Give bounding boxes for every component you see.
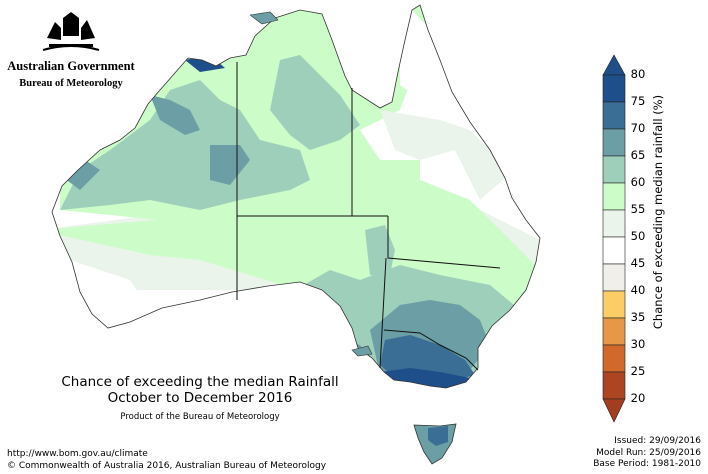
footer-right: Issued: 29/09/2016 Model Run: 25/09/2016… bbox=[593, 436, 701, 471]
colorbar-cell bbox=[602, 263, 626, 292]
colorbar-cell bbox=[602, 290, 626, 319]
state-borders bbox=[236, 62, 501, 371]
coastline bbox=[51, 4, 541, 389]
issued-date: Issued: 29/09/2016 bbox=[614, 436, 701, 446]
model-run-date: Model Run: 25/09/2016 bbox=[596, 447, 701, 458]
colorbar-tick-label: 80 bbox=[630, 67, 646, 81]
title-line1: Chance of exceeding the median Rainfall bbox=[61, 374, 339, 390]
colorbar-cell bbox=[602, 371, 626, 400]
region-65-west bbox=[60, 80, 310, 210]
colorbar-tick-label: 55 bbox=[630, 202, 646, 216]
colorbar-cell bbox=[602, 236, 626, 265]
region-55-north-east bbox=[380, 110, 505, 200]
region-80-victoria bbox=[380, 368, 470, 388]
region-50-cape bbox=[400, 10, 460, 110]
colorbar-cell bbox=[602, 344, 626, 373]
colorbar-tick-label: 45 bbox=[630, 256, 646, 270]
colorbar-tick-label: 30 bbox=[630, 337, 646, 351]
title-line2: October to December 2016 bbox=[107, 390, 293, 406]
colorbar-cell bbox=[602, 74, 626, 103]
colorbar bbox=[602, 54, 626, 423]
colorbar-tick-label: 25 bbox=[630, 364, 646, 378]
bureau-name: Bureau of Meteorology bbox=[19, 78, 123, 89]
climate-url[interactable]: http://www.bom.gov.au/climate bbox=[7, 449, 148, 459]
product-label: Product of the Bureau of Meteorology bbox=[120, 412, 280, 422]
coat-of-arms-icon bbox=[42, 12, 100, 51]
colorbar-cell bbox=[602, 155, 626, 184]
colorbar-tick-label: 75 bbox=[630, 94, 646, 108]
colorbar-cell bbox=[602, 182, 626, 211]
kangaroo-island bbox=[351, 345, 373, 357]
border-nsw-vic bbox=[383, 329, 479, 371]
colorbar-cell bbox=[602, 317, 626, 346]
copyright-text: © Commonwealth of Australia 2016, Austra… bbox=[7, 461, 327, 471]
colorbar-top-arrow bbox=[602, 54, 626, 76]
colorbar-tick-label: 40 bbox=[630, 283, 646, 297]
tiwi-islands bbox=[249, 11, 279, 25]
colorbar-cell bbox=[602, 128, 626, 157]
colorbar-cell bbox=[602, 209, 626, 238]
colorbar-tick-label: 65 bbox=[630, 148, 646, 162]
colorbar-tick-label: 35 bbox=[630, 310, 646, 324]
colorbar-tick-label: 50 bbox=[630, 229, 646, 243]
footer-left: http://www.bom.gov.au/climate © Commonwe… bbox=[7, 448, 326, 472]
colorbar-tick-label: 70 bbox=[630, 121, 646, 135]
base-period: Base Period: 1981-2010 bbox=[593, 459, 701, 469]
colorbar-bottom-arrow bbox=[602, 398, 626, 423]
region-65-north bbox=[270, 55, 360, 150]
border-qld-nsw bbox=[387, 216, 501, 269]
region-70-central bbox=[210, 145, 250, 185]
tasmania-75 bbox=[428, 426, 448, 446]
region-70-pilbara bbox=[60, 160, 100, 190]
region-70-kimberley bbox=[150, 95, 200, 135]
government-logo: Australian Government Bureau of Meteorol… bbox=[6, 8, 136, 89]
colorbar-tick-label: 20 bbox=[630, 391, 646, 405]
government-name: Australian Government bbox=[7, 59, 135, 73]
border-sa bbox=[379, 257, 387, 369]
colorbar-cell bbox=[602, 101, 626, 130]
colorbar-tick-label: 60 bbox=[630, 175, 646, 189]
map-title: Chance of exceeding the median Rainfall … bbox=[30, 374, 370, 425]
